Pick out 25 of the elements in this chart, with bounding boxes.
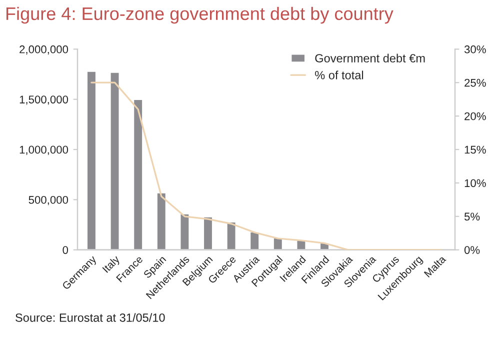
y2-tick-label: 10% [464, 179, 486, 188]
bar [226, 221, 237, 250]
legend-label: % of total [315, 70, 364, 80]
y2-tick-label: 20% [464, 112, 486, 120]
bar [179, 213, 190, 250]
y-tick-label: 500,000 [28, 196, 68, 206]
chart-title: Figure 4: Euro-zone government debt by country [6, 6, 394, 24]
source-note: Source: Eurostat at 31/05/10 [16, 313, 165, 322]
y-tick-label: 1,500,000 [20, 96, 68, 105]
y-tick-label: 0 [62, 246, 68, 254]
bar [109, 72, 120, 250]
y-tick-label: 1,000,000 [20, 146, 68, 155]
y2-tick-label: 5% [464, 212, 480, 221]
bar [202, 216, 214, 250]
line-series [90, 82, 442, 250]
bar [156, 192, 167, 250]
bar [249, 231, 260, 250]
y2-tick-label: 15% [464, 146, 486, 154]
bar [86, 70, 97, 250]
y2-tick-label: 0% [464, 246, 480, 254]
y-tick-label: 2,000,000 [20, 45, 68, 55]
y2-tick-label: 30% [464, 45, 486, 54]
y2-tick-label: 25% [464, 78, 486, 87]
legend-label: Government debt €m [315, 54, 425, 62]
bar [132, 98, 144, 250]
